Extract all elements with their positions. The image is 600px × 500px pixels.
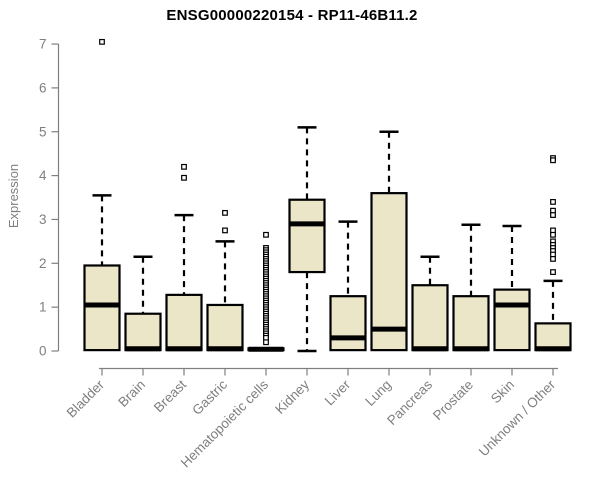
box-bladder bbox=[83, 264, 121, 352]
outlier-point bbox=[181, 174, 187, 181]
box-pancreas bbox=[411, 284, 449, 352]
outlier-point bbox=[181, 163, 187, 170]
x-tick-label: Pancreas bbox=[384, 377, 435, 428]
box-brain bbox=[124, 312, 162, 352]
y-tick-label: 1 bbox=[39, 300, 47, 315]
y-tick-label: 6 bbox=[39, 80, 47, 95]
box-kidney bbox=[288, 198, 326, 274]
outlier-point bbox=[550, 199, 556, 205]
outlier-point bbox=[263, 339, 269, 346]
x-tick-label: Bladder bbox=[64, 377, 108, 421]
box-liver bbox=[329, 295, 367, 352]
box-breast bbox=[165, 293, 203, 352]
box-lung bbox=[370, 192, 408, 352]
x-tick-label: Gastric bbox=[189, 377, 230, 418]
x-tick-label: Prostate bbox=[430, 377, 476, 423]
x-tick-label: Unknown / Other bbox=[476, 377, 559, 460]
outlier-point bbox=[550, 269, 556, 275]
box-gastric bbox=[206, 303, 244, 352]
x-tick-label: Kidney bbox=[272, 377, 312, 417]
y-tick-label: 2 bbox=[39, 256, 47, 271]
y-tick-label: 7 bbox=[39, 37, 47, 52]
x-tick-label: Skin bbox=[488, 377, 517, 406]
outlier-point bbox=[550, 256, 556, 262]
outlier-point bbox=[550, 157, 556, 164]
outlier-point bbox=[99, 38, 105, 45]
y-tick-label: 3 bbox=[39, 212, 47, 227]
x-tick-label: Breast bbox=[151, 377, 189, 415]
x-tick-label: Lung bbox=[362, 377, 394, 409]
y-tick-label: 5 bbox=[39, 124, 47, 139]
outlier-point bbox=[222, 209, 228, 216]
outlier-point bbox=[550, 212, 556, 218]
x-tick-label: Brain bbox=[115, 377, 148, 410]
box-prostate bbox=[452, 295, 490, 352]
outlier-point bbox=[550, 231, 556, 238]
box-unknown-other bbox=[534, 322, 572, 352]
y-tick-label: 4 bbox=[39, 168, 47, 183]
outlier-point bbox=[222, 227, 228, 234]
outlier-point bbox=[263, 231, 269, 238]
x-tick-label: Liver bbox=[322, 377, 354, 409]
chart-title: ENSG00000220154 - RP11-46B11.2 bbox=[166, 7, 418, 24]
box-skin bbox=[493, 288, 531, 352]
y-tick-label: 0 bbox=[39, 344, 47, 359]
